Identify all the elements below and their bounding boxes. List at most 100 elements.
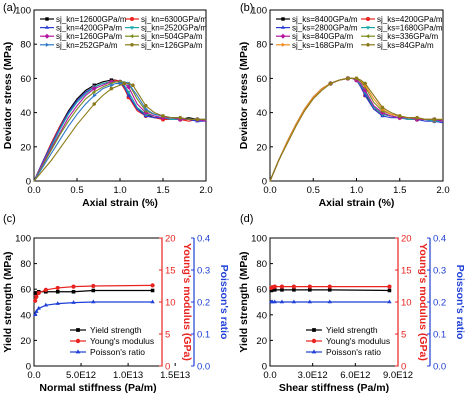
data-point: [150, 288, 155, 293]
series-line: [269, 77, 444, 182]
data-point: [143, 104, 148, 108]
data-point: [272, 299, 277, 304]
y-tick-label: 40: [20, 310, 31, 321]
legend-swatch-marker: [366, 17, 370, 21]
legend-item: sj_ks=840GPa/m: [276, 32, 353, 41]
y-axis-label: Young's modulus (GPa): [181, 243, 193, 361]
data-point: [91, 86, 97, 92]
legend-swatch-marker: [366, 43, 370, 47]
legend-swatch-marker: [76, 328, 80, 332]
series-7: [269, 76, 443, 182]
legend-label: sj_kn=4200GPa/m: [56, 24, 122, 33]
legend-label: sj_ks=336GPa/m: [377, 32, 438, 41]
data-point: [397, 114, 402, 118]
x-tick-label: 1.5E13: [160, 370, 190, 381]
series-7: [33, 81, 206, 182]
legend-item: Yield strength: [306, 325, 378, 335]
series-2: [269, 76, 443, 182]
series-8: [33, 81, 206, 182]
panel-label: (c): [3, 213, 16, 225]
series-line: [269, 77, 444, 182]
y-tick-label: 60: [20, 74, 31, 85]
data-point: [130, 83, 135, 87]
y-tick-label: 0: [165, 362, 170, 373]
data-point: [34, 294, 39, 299]
x-axis-label: Axial strain (%): [319, 197, 395, 209]
data-point: [92, 102, 97, 106]
data-point: [91, 299, 96, 304]
legend-swatch-marker: [365, 26, 371, 30]
y-axis-label: Yield strength (MPa): [238, 251, 250, 352]
series-line: [269, 77, 443, 182]
data-point: [71, 284, 76, 289]
legend-swatch-marker: [281, 42, 286, 47]
data-point: [161, 114, 165, 118]
data-point: [150, 299, 155, 304]
data-point: [43, 302, 49, 307]
series-4: [269, 77, 443, 182]
series-line: [269, 77, 443, 182]
y-axis-label: Young's modulus (GPa): [417, 243, 429, 361]
y-tick-label: 60: [20, 285, 31, 296]
data-point: [195, 117, 200, 122]
x-tick-label: 1.0E13: [113, 370, 143, 381]
x-tick-label: 1.0: [350, 185, 363, 196]
x-tick-label: 2.0: [199, 185, 212, 196]
data-point: [327, 284, 332, 289]
data-point: [432, 117, 437, 122]
series-5: [269, 75, 444, 182]
data-point: [110, 83, 114, 88]
y-tick-label: 80: [256, 259, 267, 270]
y-tick-label: 100: [15, 234, 31, 245]
y-tick-label: 0.0: [197, 362, 210, 373]
data-point: [118, 81, 123, 86]
y-tick-label: 0: [401, 362, 406, 373]
y-tick-label: 5: [401, 330, 406, 341]
data-point: [279, 284, 285, 289]
y-tick-label: 0: [26, 177, 31, 188]
y-tick-label: 0.3: [197, 266, 210, 277]
data-point: [363, 93, 368, 97]
legend-label: sj_ks=84GPa/m: [377, 41, 434, 50]
legend-label: sj_ks=4200GPa/m: [377, 15, 443, 24]
legend-item: sj_kn=4200GPa/m: [40, 24, 122, 33]
y-tick-label: 100: [15, 6, 31, 17]
legend-swatch-marker: [311, 338, 317, 344]
legend-label: Young's modulus: [326, 336, 390, 346]
x-tick-label: 1.0: [113, 185, 126, 196]
y-tick-label: 0.0: [433, 362, 446, 373]
data-point: [91, 283, 96, 289]
data-point: [55, 285, 60, 291]
x-tick-label: 3.0E12: [298, 370, 328, 381]
legend-label: sj_ks=840GPa/m: [292, 32, 353, 41]
data-point: [34, 309, 39, 313]
legend-swatch-marker: [129, 34, 134, 39]
data-point: [36, 305, 41, 310]
data-point: [307, 284, 312, 289]
data-point: [308, 288, 312, 292]
series-4: [33, 80, 207, 182]
x-tick-label: 0.5: [70, 185, 83, 196]
legend-swatch-marker: [75, 338, 81, 344]
y-tick-label: 100: [251, 234, 267, 245]
legend-label: Young's modulus: [90, 336, 154, 346]
series-1: [33, 288, 155, 295]
legend-swatch-marker: [311, 349, 317, 354]
legend-swatch-marker: [312, 328, 316, 332]
legend-swatch-marker: [130, 43, 134, 47]
data-point: [387, 284, 392, 289]
legend-item: sj_kn=6300GPa/m: [125, 15, 207, 24]
legend-item: sj_ks=1680GPa/m: [361, 24, 443, 33]
y-tick-label: 80: [20, 259, 31, 270]
y-tick-label: 20: [20, 142, 31, 153]
legend-item: sj_kn=2520GPa/m: [125, 24, 207, 33]
data-point: [55, 289, 60, 294]
y-tick-label: 20: [256, 336, 267, 347]
series-3: [269, 76, 444, 182]
legend-label: sj_ks=1680GPa/m: [377, 24, 443, 33]
legend-swatch-marker: [45, 17, 49, 21]
y-axis-label: Deviator stress (MPa): [238, 42, 250, 149]
y-tick-label: 0.3: [433, 266, 446, 277]
